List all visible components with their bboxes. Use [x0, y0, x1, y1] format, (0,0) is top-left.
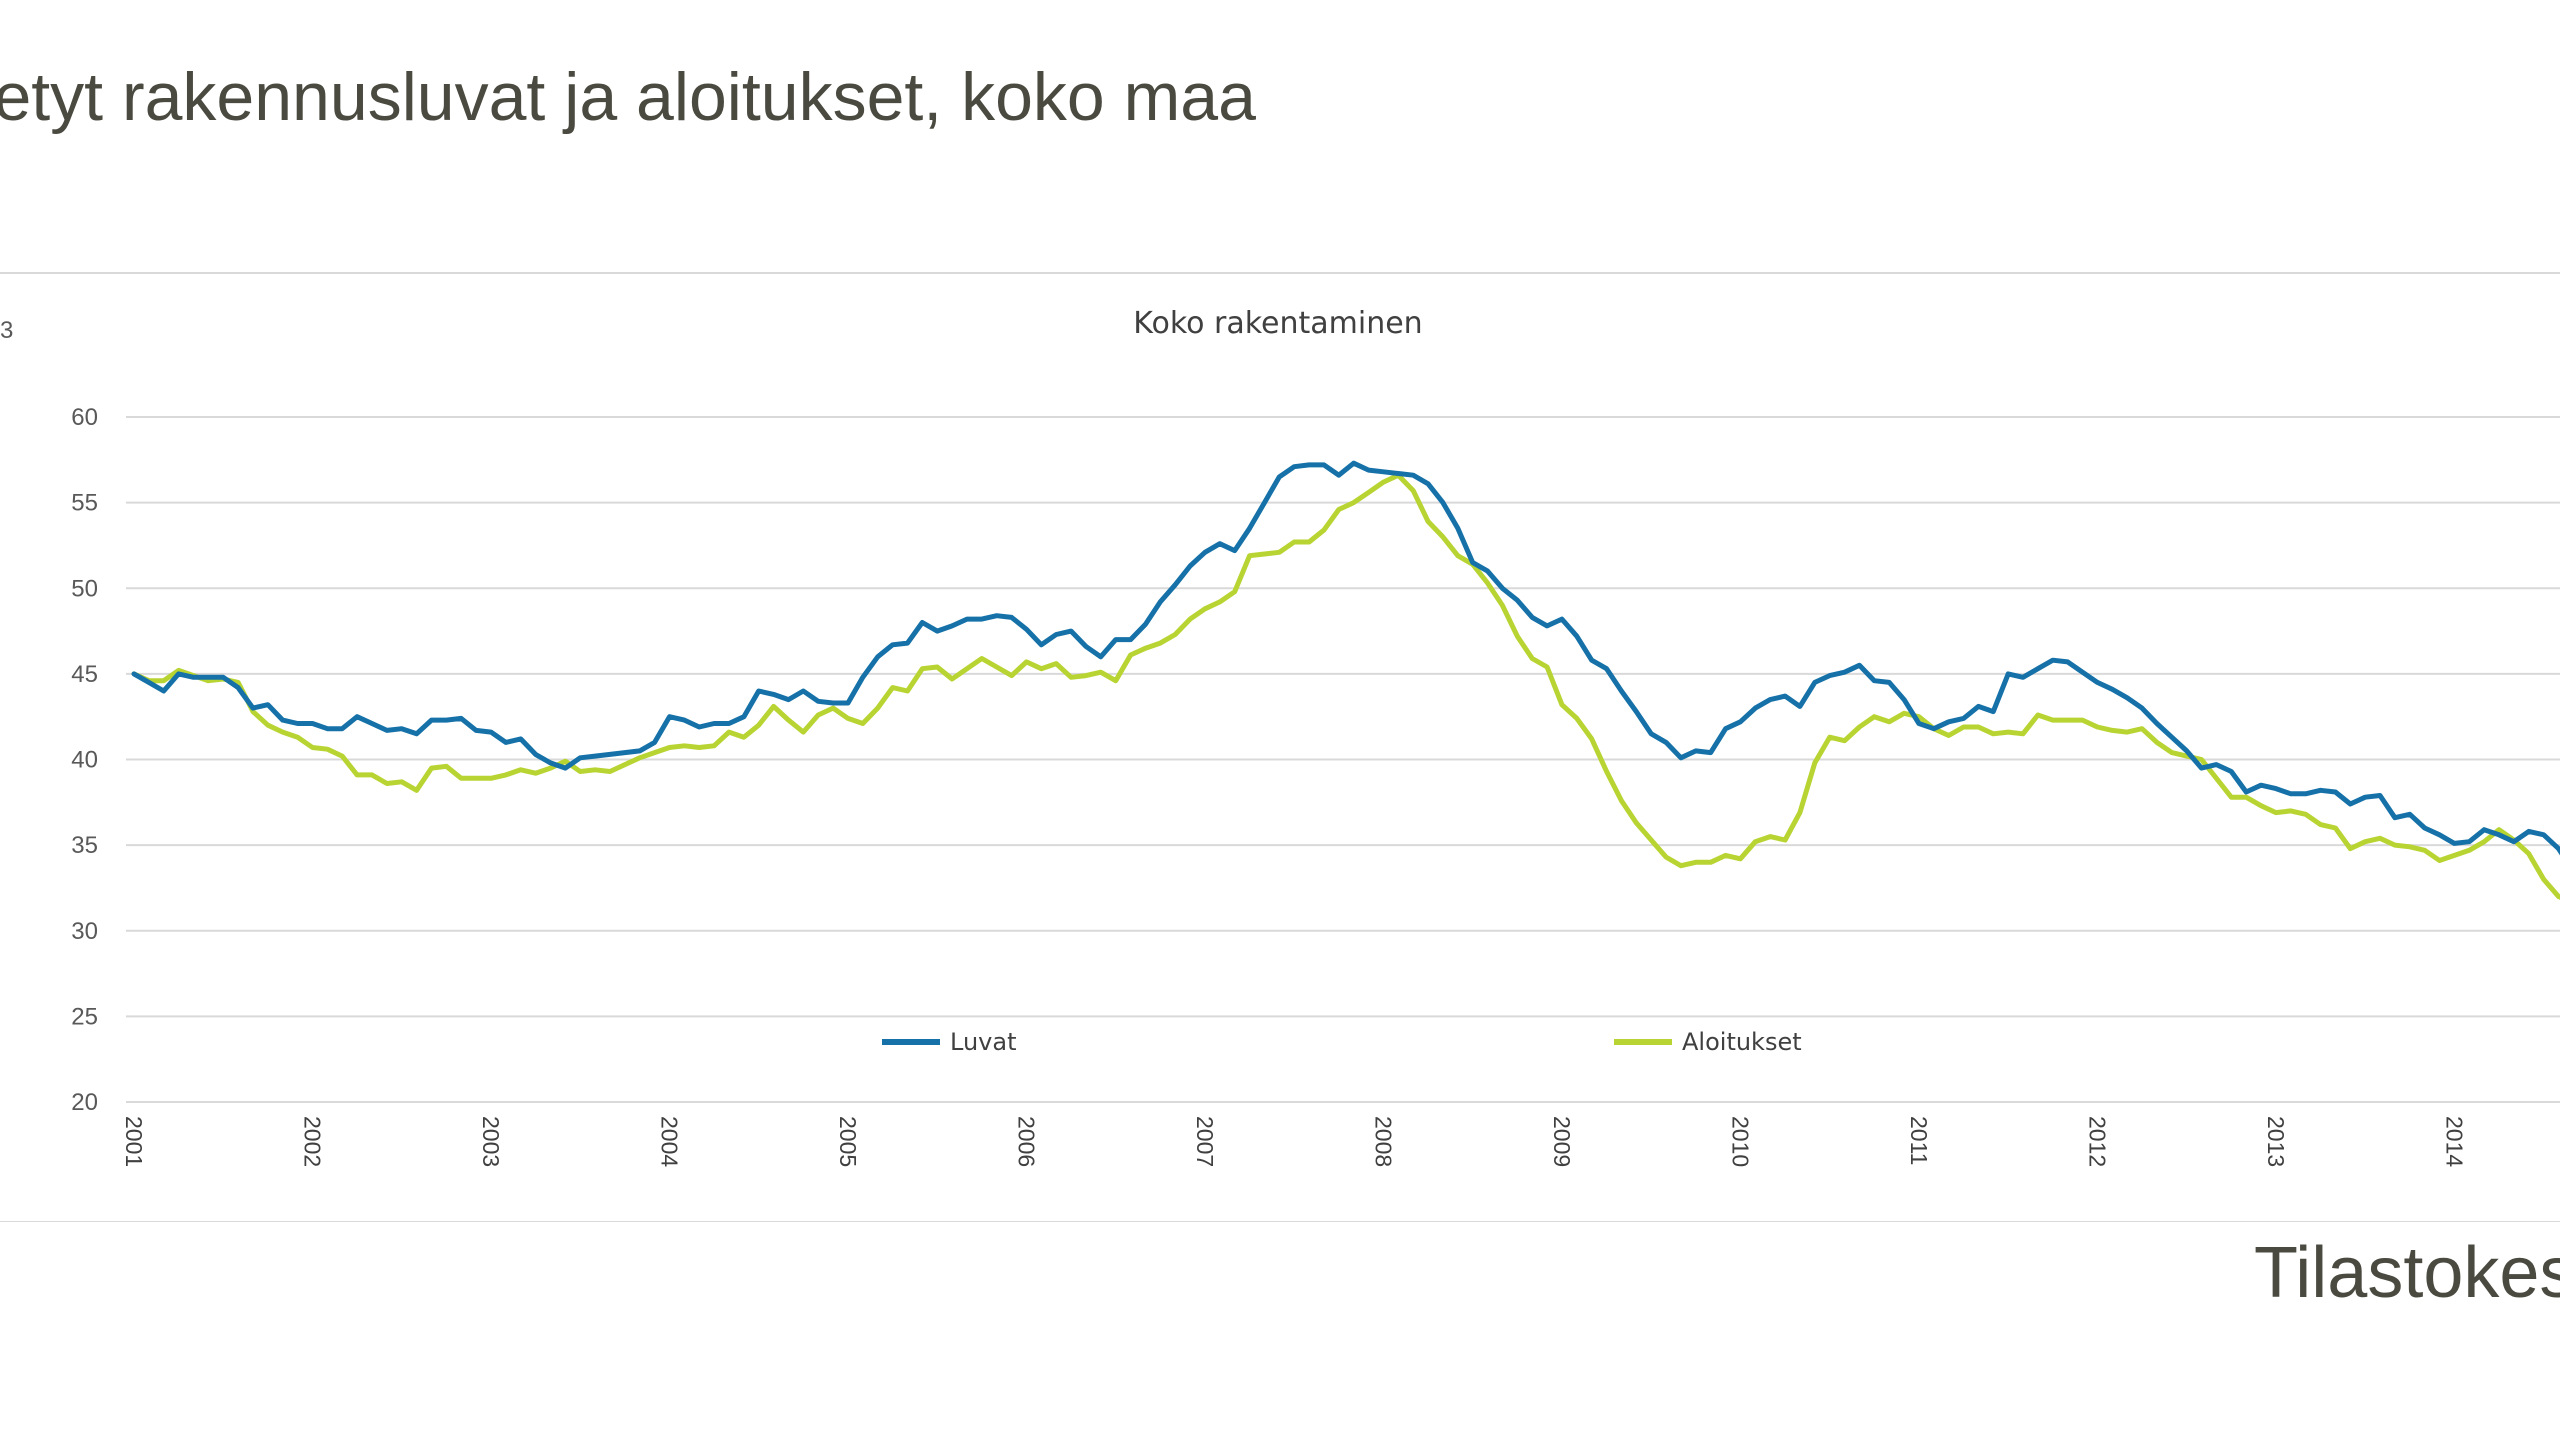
- footer-brand: Tilastokes: [2254, 1233, 2560, 1313]
- chart-area: 3 Koko rakentaminen 20 25 30 35 40 45 50 55 60 2…: [0, 272, 2560, 1222]
- y-tick-label: 60: [71, 404, 98, 431]
- x-tick-label: 2004: [657, 1116, 683, 1167]
- x-tick-label: 2009: [1549, 1116, 1575, 1167]
- slide-title: onnetyt rakennusluvat ja aloitukset, kok…: [0, 59, 1256, 135]
- x-tick-label: 2007: [1192, 1116, 1218, 1167]
- x-axis-ticks: 2001 2002 2003 2004 2005 2006 2007 2008 2009 2010…: [121, 1116, 2468, 1167]
- x-tick-label: 2003: [478, 1116, 504, 1167]
- x-tick-label: 2005: [835, 1116, 861, 1167]
- y-tick-label: 40: [71, 747, 98, 774]
- legend: Luvat Aloitukset: [882, 1028, 1802, 1056]
- chart-title: Koko rakentaminen: [1133, 306, 1422, 341]
- x-tick-label: 2011: [1906, 1116, 1932, 1165]
- x-tick-label: 2014: [2442, 1116, 2468, 1167]
- y-tick-label: 50: [71, 575, 98, 602]
- y-axis-ticks: 20 25 30 35 40 45 50 55 60: [71, 404, 98, 1116]
- legend-label-luvat: Luvat: [950, 1028, 1016, 1056]
- x-tick-label: 2002: [300, 1116, 326, 1167]
- y-tick-label: 20: [71, 1089, 98, 1116]
- y-tick-label: 30: [71, 918, 98, 945]
- y-unit-label: 3: [0, 317, 13, 344]
- legend-label-aloitukset: Aloitukset: [1682, 1028, 1802, 1056]
- y-tick-label: 55: [71, 490, 98, 517]
- series-line-aloitukset: [131, 472, 2560, 900]
- y-tick-label: 45: [71, 661, 98, 688]
- x-tick-label: 2008: [1371, 1116, 1397, 1167]
- x-tick-label: 2006: [1014, 1116, 1040, 1167]
- y-tick-label: 25: [71, 1003, 98, 1030]
- gridlines: [126, 416, 2560, 1103]
- x-tick-label: 2010: [1728, 1116, 1754, 1167]
- x-tick-label: 2001: [121, 1116, 147, 1167]
- series-line-luvat: [131, 460, 2560, 856]
- y-tick-label: 35: [71, 832, 98, 859]
- series-lines: [131, 460, 2560, 900]
- x-tick-label: 2013: [2263, 1116, 2289, 1167]
- x-tick-label: 2012: [2085, 1116, 2111, 1167]
- line-chart: 3 Koko rakentaminen 20 25 30 35 40 45 50 55 60 2…: [0, 272, 2560, 1222]
